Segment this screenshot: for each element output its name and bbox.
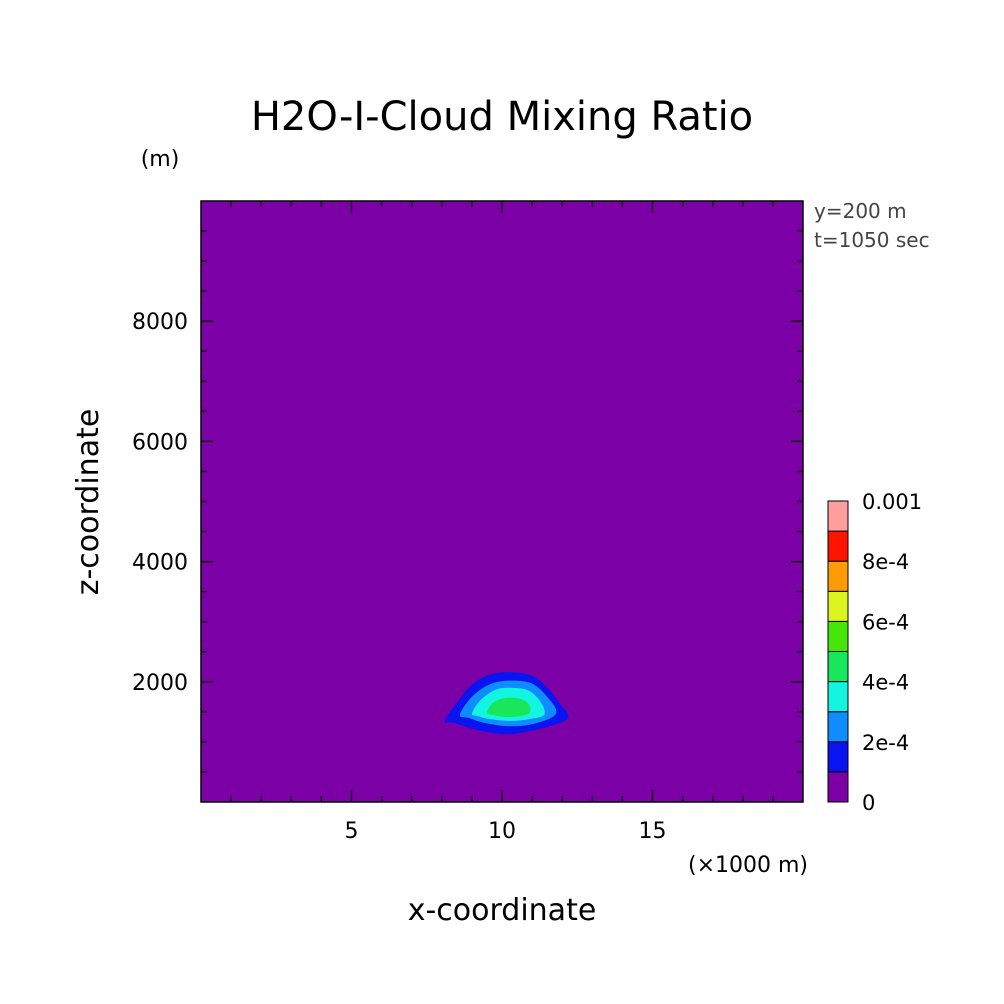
colorbar-label: 0	[862, 791, 875, 815]
annotation-y: y=200 m	[814, 199, 907, 223]
y-tick-label: 8000	[132, 310, 188, 335]
y-tick-label: 2000	[132, 671, 188, 696]
contour-fills	[444, 672, 569, 735]
colorbar-swatch	[827, 651, 849, 683]
colorbar-label: 8e-4	[862, 550, 909, 574]
colorbar-swatch	[827, 771, 849, 803]
colorbar-swatch	[827, 500, 849, 532]
colorbar-label: 6e-4	[862, 610, 909, 634]
contour-level-4	[486, 697, 531, 718]
y-tick-label: 6000	[132, 430, 188, 455]
colorbar-swatch	[827, 590, 849, 622]
colorbar-label: 0.001	[862, 490, 922, 514]
y-tick-label: 4000	[132, 551, 188, 576]
chart-title: H2O-I-Cloud Mixing Ratio	[251, 94, 753, 140]
x-tick-label: 10	[488, 819, 516, 844]
colorbar-label: 2e-4	[862, 731, 909, 755]
colorbar-swatch	[827, 711, 849, 743]
y-axis-label: z-coordinate	[71, 409, 106, 596]
x-axis-label: x-coordinate	[408, 893, 597, 928]
x-unit-label: (×1000 m)	[688, 853, 808, 878]
colorbar-swatch	[827, 560, 849, 592]
colorbar-swatch	[827, 681, 849, 713]
colorbar: 0 2e-4 4e-4 6e-4 8e-4 0.001	[827, 490, 922, 815]
x-tick-label: 5	[345, 819, 359, 844]
colorbar-label: 4e-4	[862, 671, 909, 695]
x-tick-label: 15	[639, 819, 667, 844]
colorbar-swatch	[827, 620, 849, 653]
y-unit-label: (m)	[141, 147, 180, 172]
axis-ticks: 5 10 15 2000 4000 6000 8000	[132, 201, 803, 844]
colorbar-swatch	[827, 741, 849, 773]
colorbar-swatch	[827, 530, 849, 562]
annotation-t: t=1050 sec	[814, 228, 930, 252]
